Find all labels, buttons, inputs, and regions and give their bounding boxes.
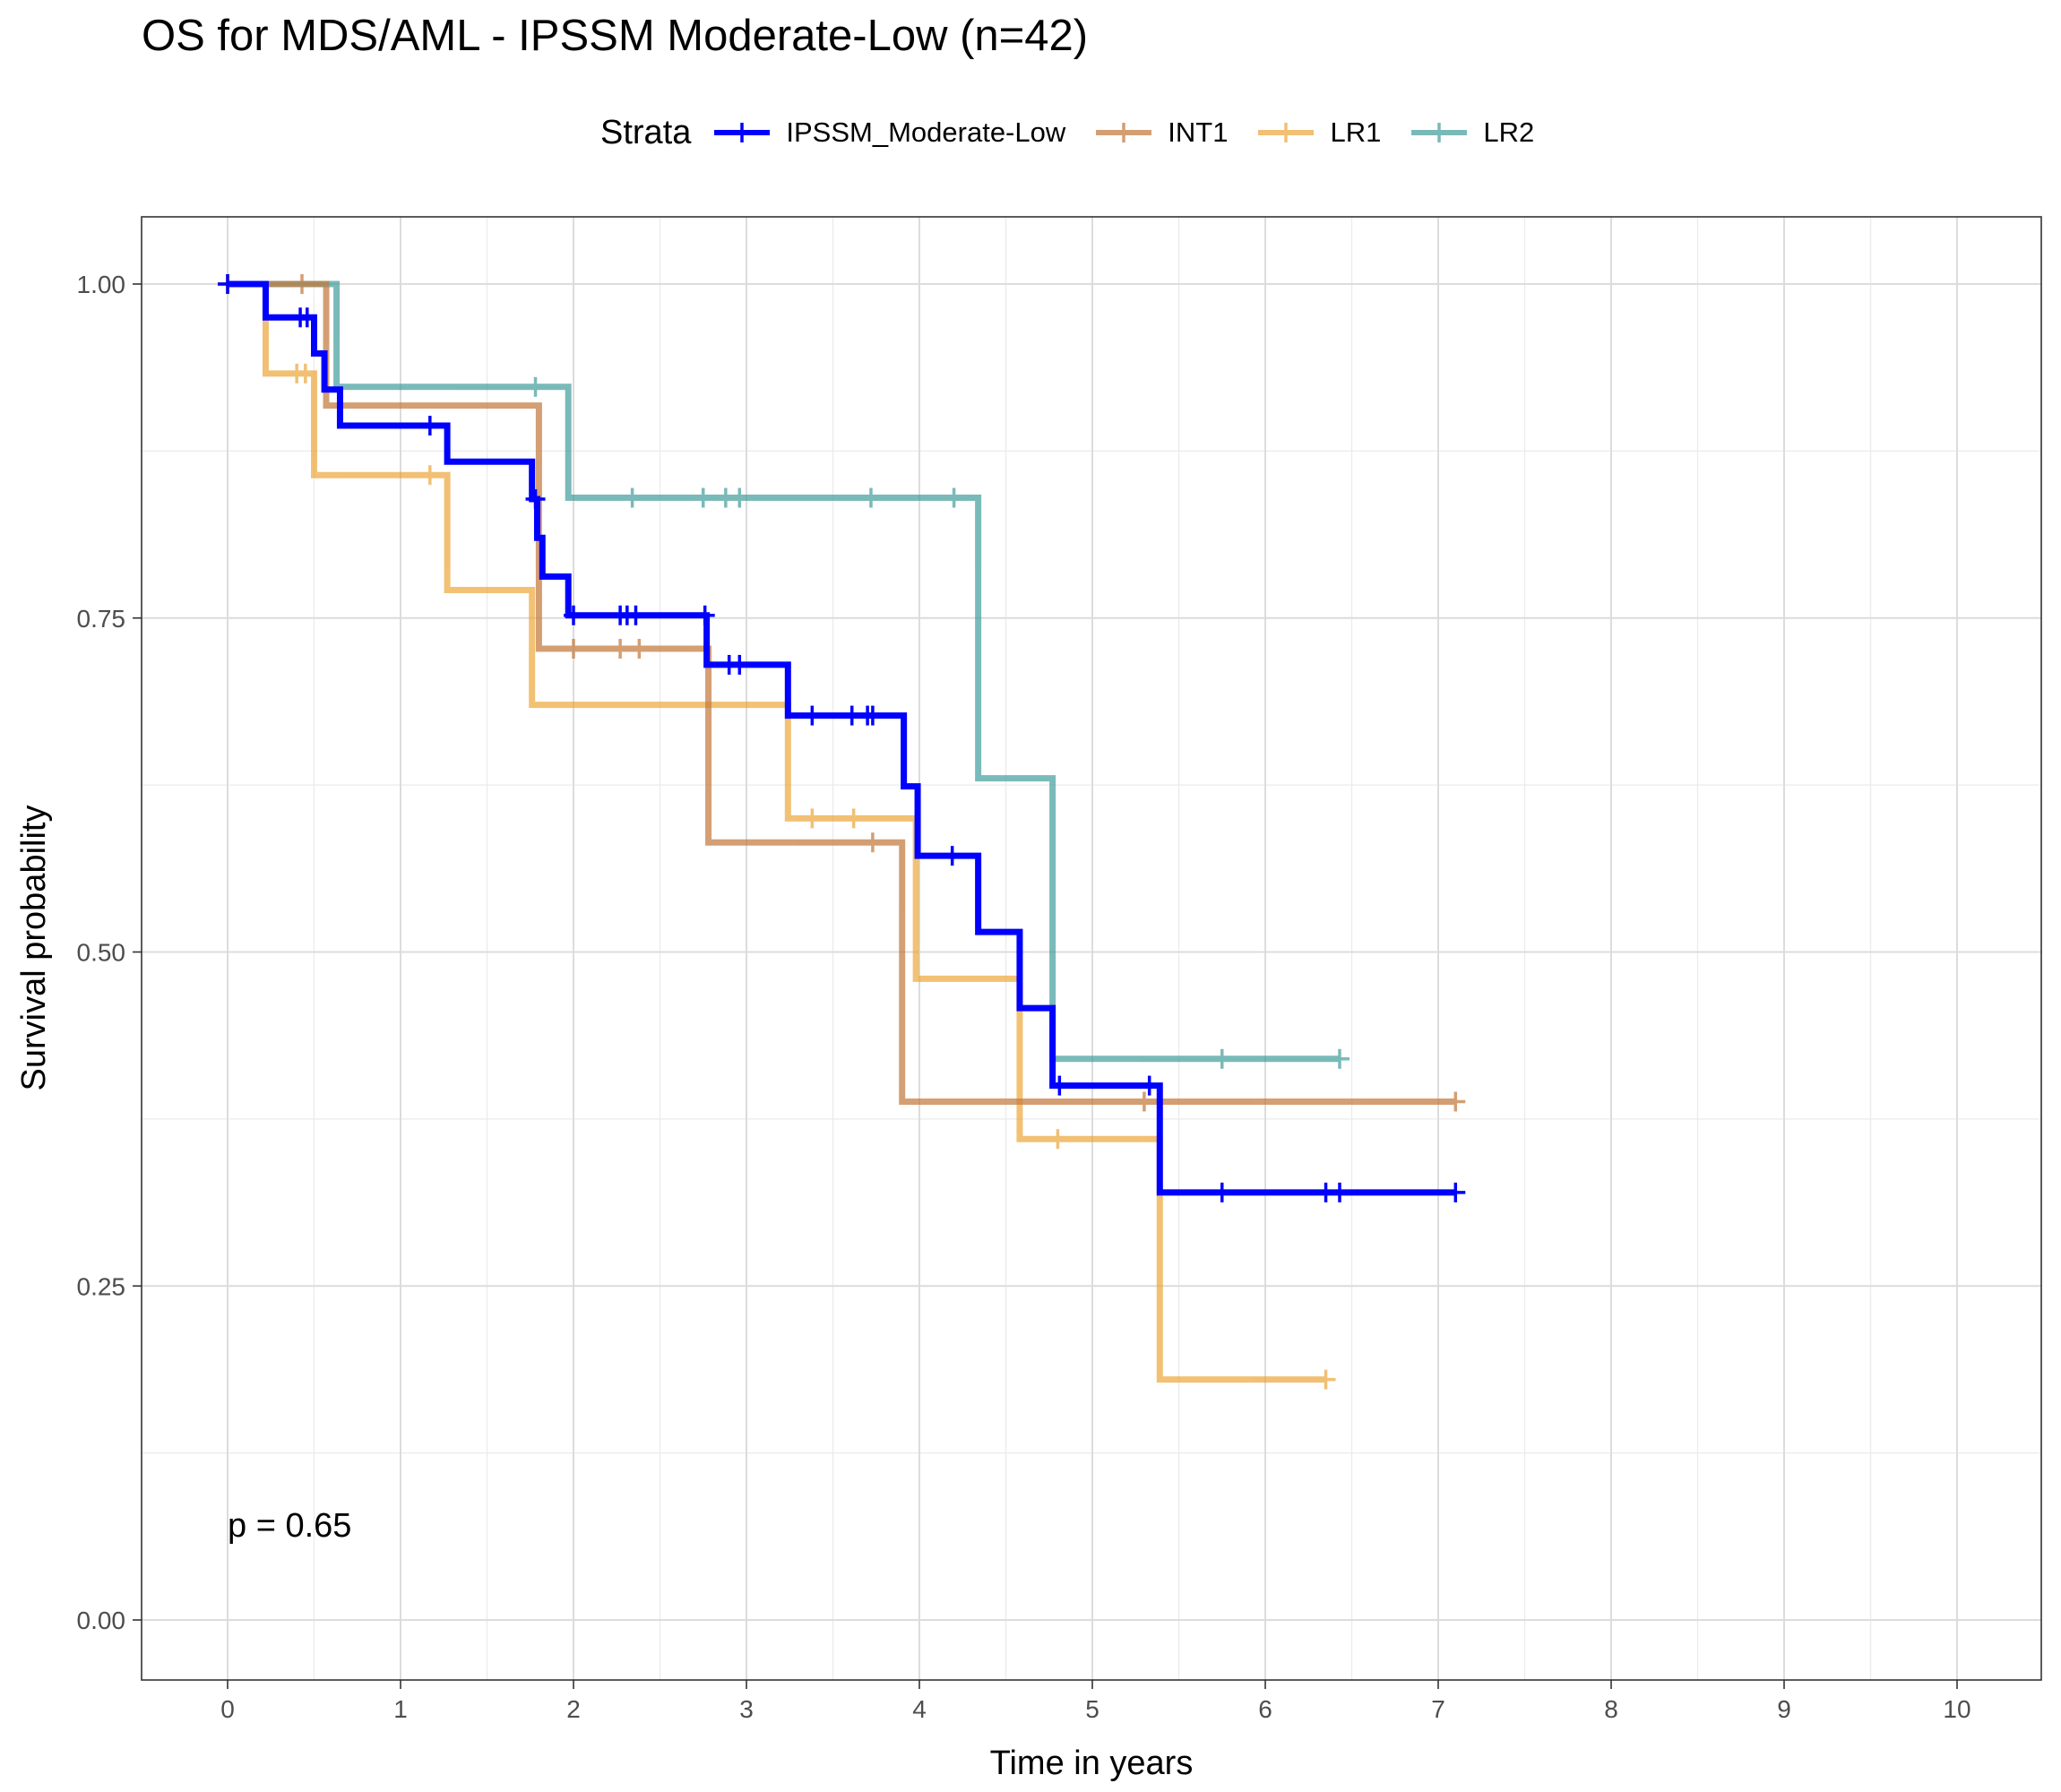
legend-item-lr1: LR1 <box>1255 115 1381 151</box>
y-tick-label: 0.50 <box>77 939 126 967</box>
y-tick-label: 0.25 <box>77 1272 126 1300</box>
legend-key <box>714 123 771 142</box>
censor-mark <box>942 846 962 866</box>
series-ipssm-moderate-low <box>218 274 1466 1202</box>
x-tick-label: 4 <box>912 1695 927 1723</box>
censor-mark <box>694 605 715 625</box>
censor-mark <box>419 465 440 486</box>
censor-mark <box>419 416 440 436</box>
censor-mark <box>295 363 315 383</box>
censor-mark <box>1134 1091 1154 1112</box>
x-axis: 0 1 2 3 4 5 6 7 8 9 10 <box>220 1680 1971 1723</box>
y-tick-label: 0.75 <box>77 605 126 633</box>
censor-mark <box>564 639 583 659</box>
censor-mark <box>1139 1075 1160 1096</box>
legend-key <box>1096 123 1152 142</box>
legend-label: INT1 <box>1168 116 1229 148</box>
censor-mark <box>625 605 646 625</box>
legend-label: IPSSM_Moderate-Low <box>786 116 1066 148</box>
legend-key-glyph <box>714 123 771 142</box>
censor-mark <box>629 639 650 659</box>
censor-mark <box>291 274 312 294</box>
x-tick-label: 8 <box>1604 1695 1618 1723</box>
grid-major <box>142 217 2041 1680</box>
x-tick-label: 2 <box>566 1695 581 1723</box>
censor-mark <box>1212 1048 1232 1069</box>
censor-mark <box>1049 1075 1070 1096</box>
legend-title: Strata <box>600 113 692 151</box>
survival-curve-lr2 <box>228 280 1340 1063</box>
legend-key-glyph <box>1258 123 1315 142</box>
legend-label: LR1 <box>1330 116 1382 148</box>
x-tick-label: 6 <box>1258 1695 1272 1723</box>
censor-mark <box>622 487 642 508</box>
censor-mark <box>218 274 237 294</box>
censor-mark <box>693 487 713 508</box>
censor-mark <box>1212 1182 1232 1202</box>
series-lr1 <box>218 274 1336 1390</box>
legend-item-lr2: LR2 <box>1408 115 1534 151</box>
censor-mark <box>1048 1129 1068 1150</box>
y-axis-title: Survival probability <box>15 806 53 1091</box>
plot-border <box>141 216 2042 1681</box>
survival-curve-ipssm-moderate-low <box>228 280 1456 1196</box>
legend-key-glyph <box>1411 123 1468 142</box>
censor-mark <box>802 705 823 726</box>
x-axis-title: Time in years <box>990 1745 1194 1782</box>
legend-items: IPSSM_Moderate-Low INT1 LR1 LR2 <box>711 115 1561 151</box>
x-tick-label: 7 <box>1431 1695 1445 1723</box>
censor-mark <box>729 487 750 508</box>
censor-mark <box>1315 1369 1336 1390</box>
censor-mark <box>843 808 864 829</box>
x-tick-label: 9 <box>1777 1695 1791 1723</box>
censor-mark <box>944 487 964 508</box>
censor-mark <box>860 487 881 508</box>
censor-mark <box>525 489 546 510</box>
legend-item-int1: INT1 <box>1092 115 1228 151</box>
censor-mark <box>802 808 823 829</box>
chart-title: OS for MDS/AML - IPSSM Moderate-Low (n=4… <box>142 12 1089 60</box>
censor-mark <box>1329 1182 1350 1202</box>
censor-mark <box>1329 1048 1350 1069</box>
legend-key-glyph <box>1096 123 1152 142</box>
censor-mark <box>862 832 883 853</box>
legend-item-ipssm-moderate-low: IPSSM_Moderate-Low <box>711 115 1065 151</box>
legend-key <box>1258 123 1315 142</box>
x-tick-label: 10 <box>1943 1695 1970 1723</box>
y-tick-label: 0.00 <box>77 1607 126 1634</box>
censor-mark <box>1445 1091 1466 1112</box>
x-tick-label: 5 <box>1085 1695 1099 1723</box>
legend-label: LR2 <box>1483 116 1535 148</box>
p-value-annotation: p = 0.65 <box>228 1507 351 1545</box>
censor-mark <box>564 605 583 625</box>
y-tick-label: 1.00 <box>77 271 126 298</box>
series-layer <box>218 274 1466 1390</box>
censor-mark <box>610 639 631 659</box>
x-tick-label: 1 <box>393 1695 408 1723</box>
censor-mark <box>1445 1182 1466 1202</box>
censor-mark <box>525 376 546 397</box>
censor-mark <box>862 705 883 726</box>
x-tick-label: 3 <box>739 1695 754 1723</box>
legend: Strata IPSSM_Moderate-Low INT1 LR1 LR2 <box>600 106 1561 159</box>
y-axis: 0.00 0.25 0.50 0.75 1.00 <box>77 271 142 1634</box>
censor-mark <box>729 654 750 675</box>
censor-mark <box>297 307 317 328</box>
legend-key <box>1411 123 1468 142</box>
x-tick-label: 0 <box>220 1695 235 1723</box>
